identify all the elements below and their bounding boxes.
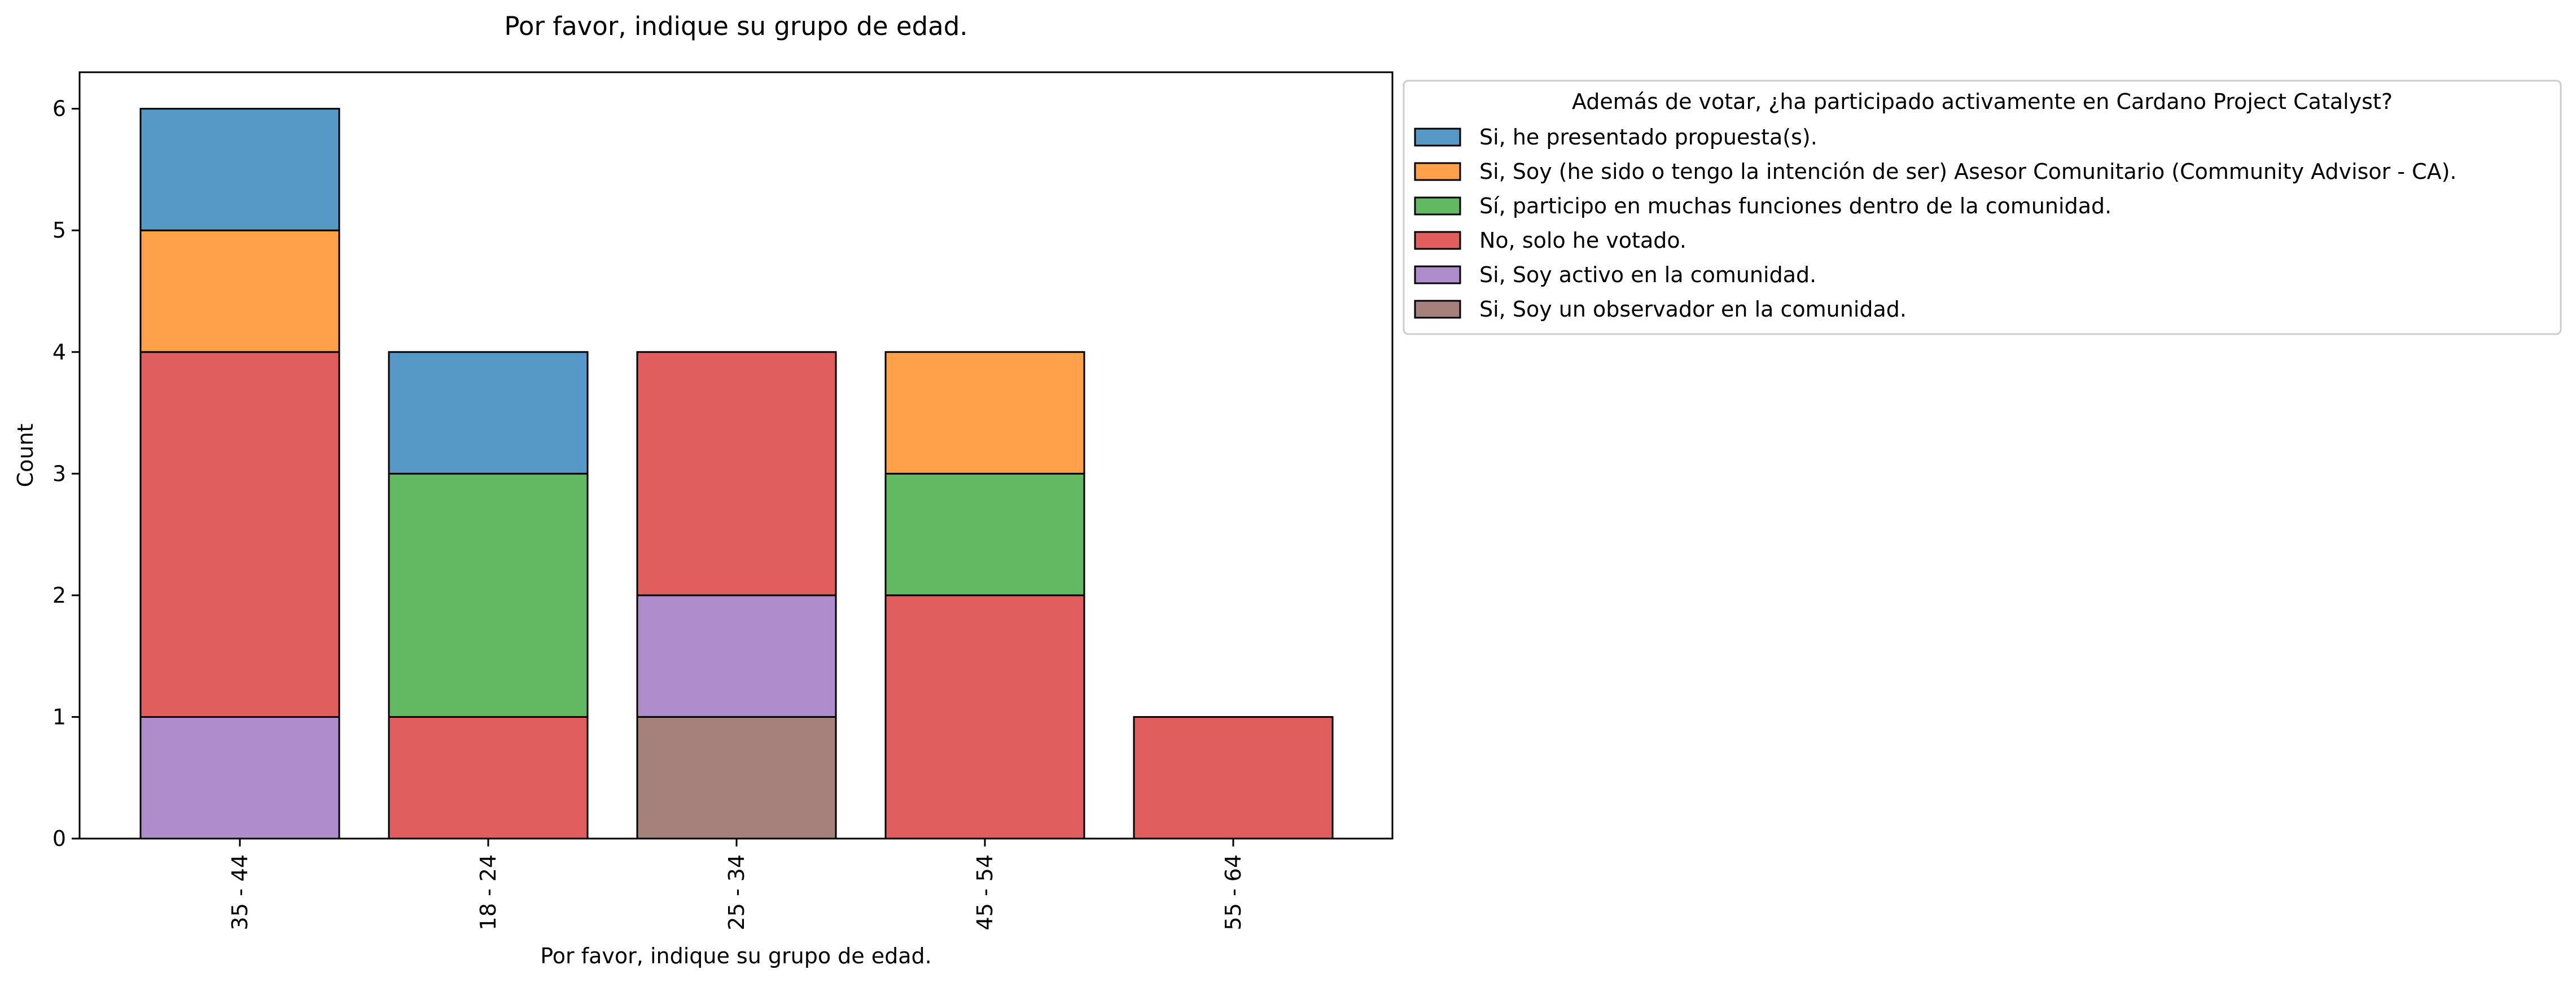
legend-frame (1403, 80, 2562, 335)
x-axis: 35 - 44 18 - 24 25 - 34 45 - 54 55 - 64 (227, 839, 1246, 931)
y-tick-label: 0 (52, 826, 66, 851)
bars-group (139, 108, 1334, 840)
x-tick-label: 55 - 64 (1221, 854, 1246, 931)
bar-segment-35-44-si-he-presentado-propuesta-s (139, 108, 340, 231)
bar-segment-25-34-no-solo-he-votado (636, 351, 837, 596)
bar-segment-35-44-si-soy-he-sido-o-tengo-la-intencion-de-ser-asesor-comunitario-community-advisor-ca (139, 229, 340, 353)
legend-swatch-no-solo-he-votado (1414, 231, 1461, 250)
bar-segment-18-24-si-participo-en-muchas-funciones-dentro-de-la-comunidad (388, 472, 589, 718)
legend-swatch-si-soy-he-sido-o-tengo-la-intencion-de-ser-asesor-comunitario-community-advisor-ca (1414, 162, 1461, 181)
legend-swatch-si-he-presentado-propuesta-s (1414, 128, 1461, 147)
legend: Además de votar, ¿ha participado activam… (1403, 80, 2562, 335)
bar-segment-25-34-si-soy-activo-en-la-comunidad (636, 594, 837, 718)
y-tick-label: 4 (52, 340, 66, 365)
y-tick-label: 6 (52, 96, 66, 121)
legend-title: Además de votar, ¿ha participado activam… (1572, 89, 2393, 114)
bar-segment-25-34-si-soy-un-observador-en-la-comunidad (636, 716, 837, 840)
bar-segment-55-64-no-solo-he-votado (1133, 716, 1334, 840)
legend-label-si-soy-activo-en-la-comunidad: Si, Soy activo en la comunidad. (1479, 262, 1816, 287)
x-axis-label: Por favor, indique su grupo de edad. (540, 944, 931, 968)
y-tick-label: 5 (52, 218, 66, 243)
y-tick-label: 3 (52, 461, 66, 486)
plot-frame (78, 71, 1394, 840)
legend-label-si-participo-en-muchas-funciones-dentro-de-la-comunidad: Sí, participo en muchas funciones dentro… (1479, 194, 2111, 218)
bar-segment-45-54-no-solo-he-votado (884, 594, 1085, 840)
chart-title: Por favor, indique su grupo de edad. (504, 11, 967, 41)
bar-segment-45-54-si-soy-he-sido-o-tengo-la-intencion-de-ser-asesor-comunitario-community-advisor-ca (884, 351, 1085, 475)
legend-swatch-si-participo-en-muchas-funciones-dentro-de-la-comunidad (1414, 196, 1461, 216)
y-tick-label: 1 (52, 704, 66, 729)
y-axis-label: Count (13, 424, 38, 488)
bar-segment-35-44-si-soy-activo-en-la-comunidad (139, 716, 340, 840)
legend-label-no-solo-he-votado: No, solo he votado. (1479, 228, 1686, 253)
y-tick-label: 2 (52, 583, 66, 608)
legend-label-si-soy-un-observador-en-la-comunidad: Si, Soy un observador en la comunidad. (1479, 297, 1907, 322)
x-tick-label: 18 - 24 (476, 854, 501, 931)
x-tick-label: 35 - 44 (227, 854, 252, 931)
x-tick-label: 25 - 34 (724, 854, 749, 931)
y-axis: 0 1 2 3 4 5 6 (52, 96, 80, 851)
legend-items: Si, he presentado propuesta(s). Si, Soy (… (1414, 125, 2457, 322)
bar-segment-18-24-no-solo-he-votado (388, 716, 589, 840)
legend-label-si-soy-he-sido-o-tengo-la-intencion-de-ser-asesor-comunitario-community-advisor-ca: Si, Soy (he sido o tengo la intención de… (1479, 159, 2457, 184)
legend-swatch-si-soy-activo-en-la-comunidad (1414, 265, 1461, 284)
bar-segment-45-54-si-participo-en-muchas-funciones-dentro-de-la-comunidad (884, 472, 1085, 596)
bar-segment-35-44-no-solo-he-votado (139, 351, 340, 718)
bar-segment-18-24-si-he-presentado-propuesta-s (388, 351, 589, 475)
legend-swatch-si-soy-un-observador-en-la-comunidad (1414, 300, 1461, 319)
x-tick-label: 45 - 54 (972, 854, 997, 931)
legend-label-si-he-presentado-propuesta-s: Si, he presentado propuesta(s). (1479, 125, 1817, 150)
